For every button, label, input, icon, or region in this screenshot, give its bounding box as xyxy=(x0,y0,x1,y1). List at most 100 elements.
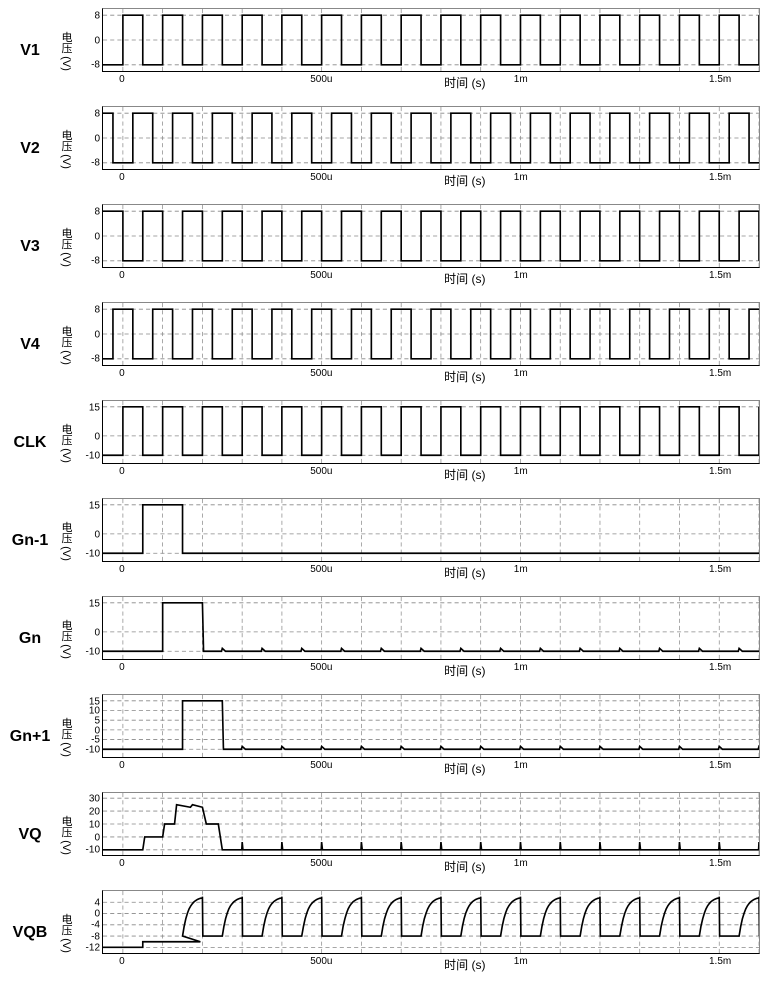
plot-area xyxy=(102,106,760,170)
y-axis: 电压 (V)80-8 xyxy=(56,8,102,94)
y-tick: 4 xyxy=(94,897,100,908)
waveform-panel: Gn电压 (V)150-100500u1m1.5m时间 (s) xyxy=(4,596,760,682)
x-axis: 0500u1m1.5m时间 (s) xyxy=(102,660,760,682)
waveform-trace xyxy=(103,15,759,65)
waveform-trace xyxy=(103,897,759,948)
x-axis-label: 时间 (s) xyxy=(444,956,485,973)
x-tick: 500u xyxy=(310,74,332,85)
signal-name: V3 xyxy=(4,238,56,256)
plot-area xyxy=(102,792,760,856)
plot-area xyxy=(102,400,760,464)
y-axis: 电压 (V)151050-5-10 xyxy=(56,694,102,780)
x-tick: 500u xyxy=(310,466,332,477)
x-axis-label: 时间 (s) xyxy=(444,858,485,875)
waveform-panel: CLK电压 (V)150-100500u1m1.5m时间 (s) xyxy=(4,400,760,486)
x-tick: 1m xyxy=(514,956,528,967)
x-axis-label: 时间 (s) xyxy=(444,270,485,287)
x-tick: 1m xyxy=(514,270,528,281)
y-tick: -8 xyxy=(91,931,100,942)
x-tick: 1m xyxy=(514,172,528,183)
x-tick: 1.5m xyxy=(709,858,731,869)
signal-name: Gn+1 xyxy=(4,728,56,746)
y-tick: -8 xyxy=(91,158,100,169)
y-tick: 15 xyxy=(89,402,100,413)
signal-name: VQB xyxy=(4,924,56,942)
y-tick: -4 xyxy=(91,920,100,931)
y-tick: 8 xyxy=(94,206,100,217)
x-axis: 0500u1m1.5m时间 (s) xyxy=(102,464,760,486)
y-tick: 0 xyxy=(94,35,100,46)
x-tick: 1.5m xyxy=(709,956,731,967)
y-axis-label: 电压 (V) xyxy=(58,227,74,267)
signal-name: CLK xyxy=(4,434,56,452)
plot-area xyxy=(102,596,760,660)
signal-name: Gn xyxy=(4,630,56,648)
x-tick: 0 xyxy=(119,368,125,379)
y-tick: -10 xyxy=(86,845,100,856)
x-axis-label: 时间 (s) xyxy=(444,466,485,483)
x-tick: 1.5m xyxy=(709,760,731,771)
plot-area xyxy=(102,204,760,268)
x-tick: 1.5m xyxy=(709,172,731,183)
y-axis: 电压 (V)150-10 xyxy=(56,498,102,584)
y-tick: 8 xyxy=(94,10,100,21)
y-tick: 30 xyxy=(89,793,100,804)
y-tick: 0 xyxy=(94,431,100,442)
y-tick: -8 xyxy=(91,60,100,71)
x-tick: 500u xyxy=(310,662,332,673)
x-tick: 1m xyxy=(514,564,528,575)
y-tick: 8 xyxy=(94,108,100,119)
waveform-panel: VQ电压 (V)3020100-100500u1m1.5m时间 (s) xyxy=(4,792,760,878)
x-tick: 1m xyxy=(514,662,528,673)
x-tick: 500u xyxy=(310,858,332,869)
x-axis-label: 时间 (s) xyxy=(444,172,485,189)
x-axis: 0500u1m1.5m时间 (s) xyxy=(102,72,760,94)
x-axis: 0500u1m1.5m时间 (s) xyxy=(102,758,760,780)
y-axis: 电压 (V) 8 0 -8 xyxy=(56,106,102,192)
y-axis-label: 电压 (V) xyxy=(58,129,74,169)
y-tick: 0 xyxy=(94,133,100,144)
x-tick: 0 xyxy=(119,172,125,183)
x-tick: 1.5m xyxy=(709,662,731,673)
y-tick: 8 xyxy=(94,304,100,315)
x-tick: 500u xyxy=(310,270,332,281)
timing-diagram: V1电压 (V)80-80500u1m1.5m时间 (s)V2电压 (V)80-… xyxy=(4,8,760,976)
plot-area xyxy=(102,694,760,758)
x-tick: 0 xyxy=(119,760,125,771)
y-axis: 电压 (V)150-10 xyxy=(56,400,102,486)
x-tick: 1.5m xyxy=(709,270,731,281)
x-tick: 1.5m xyxy=(709,74,731,85)
plot-area xyxy=(102,302,760,366)
y-axis: 电压 (V)80-8 xyxy=(56,204,102,290)
x-tick: 500u xyxy=(310,956,332,967)
x-axis: 0500u1m1.5m时间 (s) xyxy=(102,170,760,192)
y-tick: 10 xyxy=(89,819,100,830)
x-axis: 0500u1m1.5m时间 (s) xyxy=(102,562,760,584)
x-tick: 1.5m xyxy=(709,564,731,575)
waveform-trace xyxy=(103,701,759,749)
y-tick: 0 xyxy=(94,329,100,340)
x-axis: 0500u1m1.5m时间 (s) xyxy=(102,954,760,976)
x-tick: 500u xyxy=(310,760,332,771)
waveform-panel: V2电压 (V)80-80500u1m1.5m时间 (s) xyxy=(4,106,760,192)
y-axis-label: 电压 (V) xyxy=(58,619,74,659)
y-axis-label: 电压 (V) xyxy=(58,717,74,757)
waveform-trace xyxy=(103,505,759,553)
y-axis: 电压 (V)150-10 xyxy=(56,596,102,682)
y-tick: 0 xyxy=(94,832,100,843)
plot-area xyxy=(102,890,760,954)
x-tick: 0 xyxy=(119,466,125,477)
y-axis-label: 电压 (V) xyxy=(58,815,74,855)
x-tick: 1.5m xyxy=(709,368,731,379)
x-tick: 1m xyxy=(514,760,528,771)
y-tick: -10 xyxy=(86,646,100,657)
x-axis: 0500u1m1.5m时间 (s) xyxy=(102,856,760,878)
x-axis-label: 时间 (s) xyxy=(444,662,485,679)
waveform-trace xyxy=(103,309,759,359)
y-tick: -8 xyxy=(91,256,100,267)
x-tick: 0 xyxy=(119,858,125,869)
plot-area xyxy=(102,498,760,562)
y-tick: 0 xyxy=(94,627,100,638)
x-tick: 1m xyxy=(514,74,528,85)
plot-area xyxy=(102,8,760,72)
